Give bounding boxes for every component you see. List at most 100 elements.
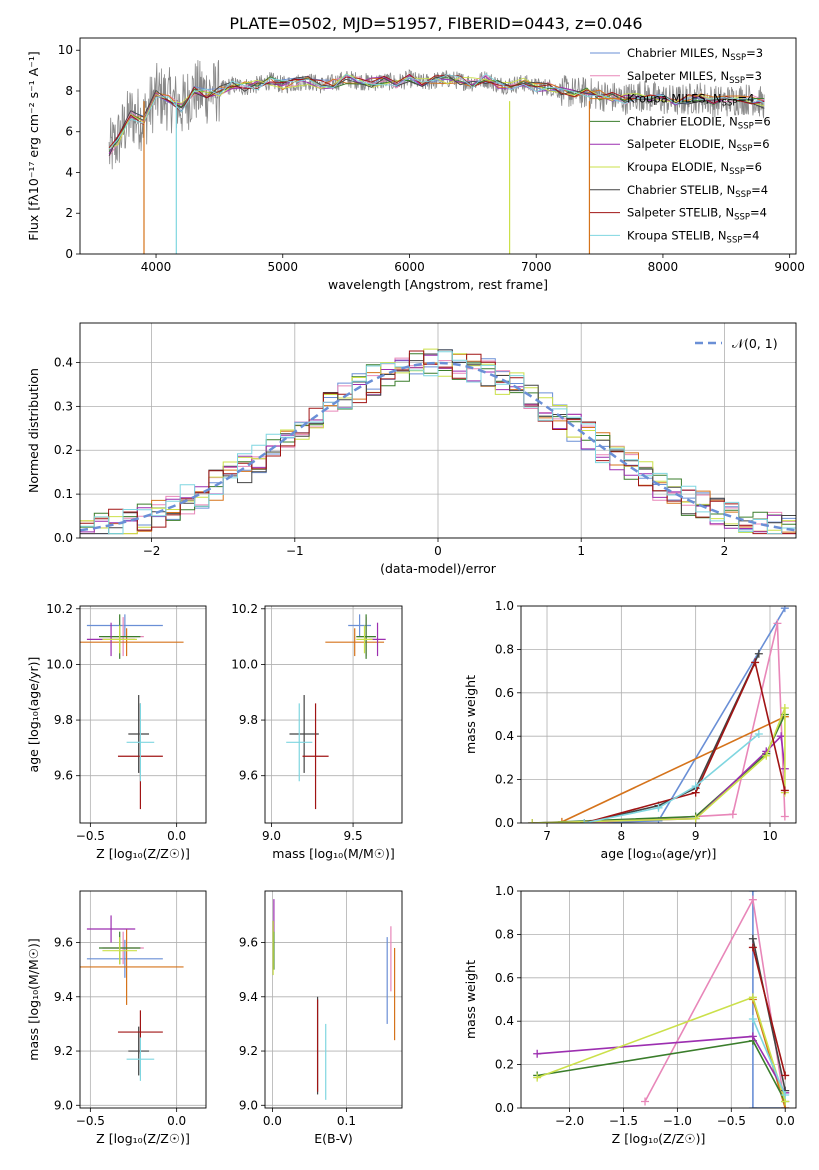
axes-frame (264, 605, 403, 824)
mass-vs-Z-plot-area (80, 891, 206, 1108)
plus-marker (654, 803, 663, 812)
y-tick-label: 9.8 (54, 713, 73, 727)
y-tick-label: 10 (58, 43, 73, 57)
y-axis-label: Normed distribution (26, 368, 41, 493)
axes-frame (79, 890, 207, 1109)
plus-marker (748, 891, 757, 895)
y-tick-label: 8 (65, 84, 73, 98)
spectrum-plot-area (108, 60, 765, 254)
massweight-vs-age-plot-area (521, 606, 796, 823)
x-tick-label: −2 (143, 544, 161, 558)
x-axis-label: age [log₁₀(age/yr)] (601, 846, 717, 861)
figure-title: PLATE=0502, MJD=51957, FIBERID=0443, z=0… (229, 14, 642, 33)
x-axis-label: Z [log₁₀(Z/Z☉)] (612, 1131, 706, 1146)
mass-weight-line (584, 733, 760, 823)
y-tick-label: 0.1 (54, 487, 73, 501)
y-tick-label: 0.6 (495, 971, 514, 985)
y-tick-label: 0.2 (495, 773, 514, 787)
mass-vs-EBV-plot-area (265, 891, 402, 1108)
y-tick-label: 9.4 (54, 990, 73, 1004)
x-tick-label: −0.5 (76, 829, 105, 843)
y-tick-label: 9.2 (54, 1044, 73, 1058)
plus-marker (728, 810, 737, 819)
massweight-vs-age-axes: 7 8 9 10 0.0 0.2 0.4 0.6 0.8 1.0 age [log₁₀(age/yr… (463, 599, 797, 861)
x-tick-label: 9 (692, 829, 700, 843)
x-axis-label: wavelength [Angstrom, rest frame] (328, 277, 548, 292)
y-tick-label: 0 (65, 247, 73, 261)
y-tick-label: 0.2 (495, 1058, 514, 1072)
y-tick-label: 0.0 (54, 531, 73, 545)
legend-entry: Salpeter ELODIE, NSSP=6 (627, 137, 770, 154)
axes-frame (79, 322, 797, 539)
plus-marker (748, 1015, 757, 1024)
axes-frame (520, 605, 797, 824)
y-tick-label: 1.0 (495, 599, 514, 613)
residual-histogram-plot-area (80, 323, 796, 538)
plus-marker (533, 1073, 542, 1082)
y-tick-label: 0.8 (495, 927, 514, 941)
massweight-vs-Z-plot-area (521, 891, 796, 1108)
x-tick-label: −0.5 (76, 1114, 105, 1128)
plus-marker (748, 895, 757, 904)
plus-marker (748, 1032, 757, 1041)
y-tick-label: 9.0 (54, 1098, 73, 1112)
axes-frame (79, 37, 797, 255)
y-tick-label: 9.6 (54, 936, 73, 950)
x-axis-label: Z [log₁₀(Z/Z☉)] (96, 846, 190, 861)
x-axis-label: Z [log₁₀(Z/Z☉)] (96, 1131, 190, 1146)
plus-marker (780, 703, 789, 712)
plus-marker (754, 649, 763, 658)
y-tick-label: 0.8 (495, 642, 514, 656)
y-tick-label: 2 (65, 206, 73, 220)
x-tick-label: 4000 (141, 260, 172, 274)
plus-marker (780, 606, 789, 613)
mass-weight-line (561, 715, 786, 823)
plus-marker (751, 658, 760, 667)
histogram-steps (80, 351, 796, 535)
legend-entry: Kroupa STELIB, NSSP=4 (627, 228, 759, 245)
plus-marker (780, 786, 789, 795)
x-tick-label: −1 (286, 544, 304, 558)
plus-marker (748, 934, 757, 943)
mass-weight-line (583, 659, 786, 823)
plus-marker (748, 1104, 757, 1108)
plus-marker (780, 812, 789, 821)
residual-histogram-axes: −2 −1 0 1 2 0.0 0.1 0.2 0.3 0.4 (data-model)/error… (26, 322, 797, 576)
plus-marker (754, 730, 763, 739)
plus-marker (781, 1071, 790, 1080)
x-tick-label: 0.1 (337, 1114, 356, 1128)
x-tick-label: 0.0 (167, 1114, 186, 1128)
axes-frame (520, 890, 797, 1109)
y-tick-label: 10.2 (46, 602, 73, 616)
y-tick-label: 0.0 (495, 816, 514, 830)
legend-entry: Salpeter STELIB, NSSP=4 (627, 206, 767, 223)
plus-marker (748, 943, 757, 952)
x-tick-label: 10 (762, 829, 777, 843)
spectrum-legend: Chabrier MILES, NSSP=3 Salpeter MILES, NS… (590, 46, 771, 245)
plus-marker (781, 1090, 790, 1099)
legend-entry: Salpeter MILES, NSSP=3 (627, 69, 762, 86)
x-tick-label: −0.5 (717, 1114, 746, 1128)
y-tick-label: 0.0 (495, 1101, 514, 1115)
spectrum-axes: 4000 5000 6000 7000 8000 9000 0 2 4 6 8 10 wavelengt… (26, 37, 805, 292)
x-tick-label: 0.0 (776, 1114, 795, 1128)
y-tick-label: 10.0 (231, 657, 258, 671)
spectrum-model-line (108, 75, 765, 157)
legend-entry: Chabrier MILES, NSSP=3 (627, 46, 763, 63)
plus-marker (533, 1049, 542, 1058)
x-tick-label: 6000 (394, 260, 425, 274)
plus-marker (691, 814, 700, 823)
legend-entry: Kroupa ELODIE, NSSP=6 (627, 160, 762, 177)
plus-marker (762, 751, 771, 760)
massweight-vs-Z-axes: −2.0 −1.5 −1.0 −0.5 0.0 0.0 0.2 0.4 0.6 0.8 1.0 Z [… (463, 884, 797, 1146)
axes-frame (264, 890, 403, 1109)
x-tick-label: −2.0 (555, 1114, 584, 1128)
legend-entry: Chabrier ELODIE, NSSP=6 (627, 114, 771, 131)
x-tick-label: 0 (434, 544, 442, 558)
age-vs-Z-axes: −0.5 0.0 9.6 9.8 10.0 10.2 Z [log₁₀(Z/Z☉)] age … (26, 602, 207, 861)
y-tick-label: 0.4 (495, 1014, 514, 1028)
y-tick-label: 9.2 (239, 1044, 258, 1058)
plus-marker (641, 1097, 650, 1106)
mass-weight-line (752, 1018, 786, 1096)
plus-marker (777, 732, 786, 741)
